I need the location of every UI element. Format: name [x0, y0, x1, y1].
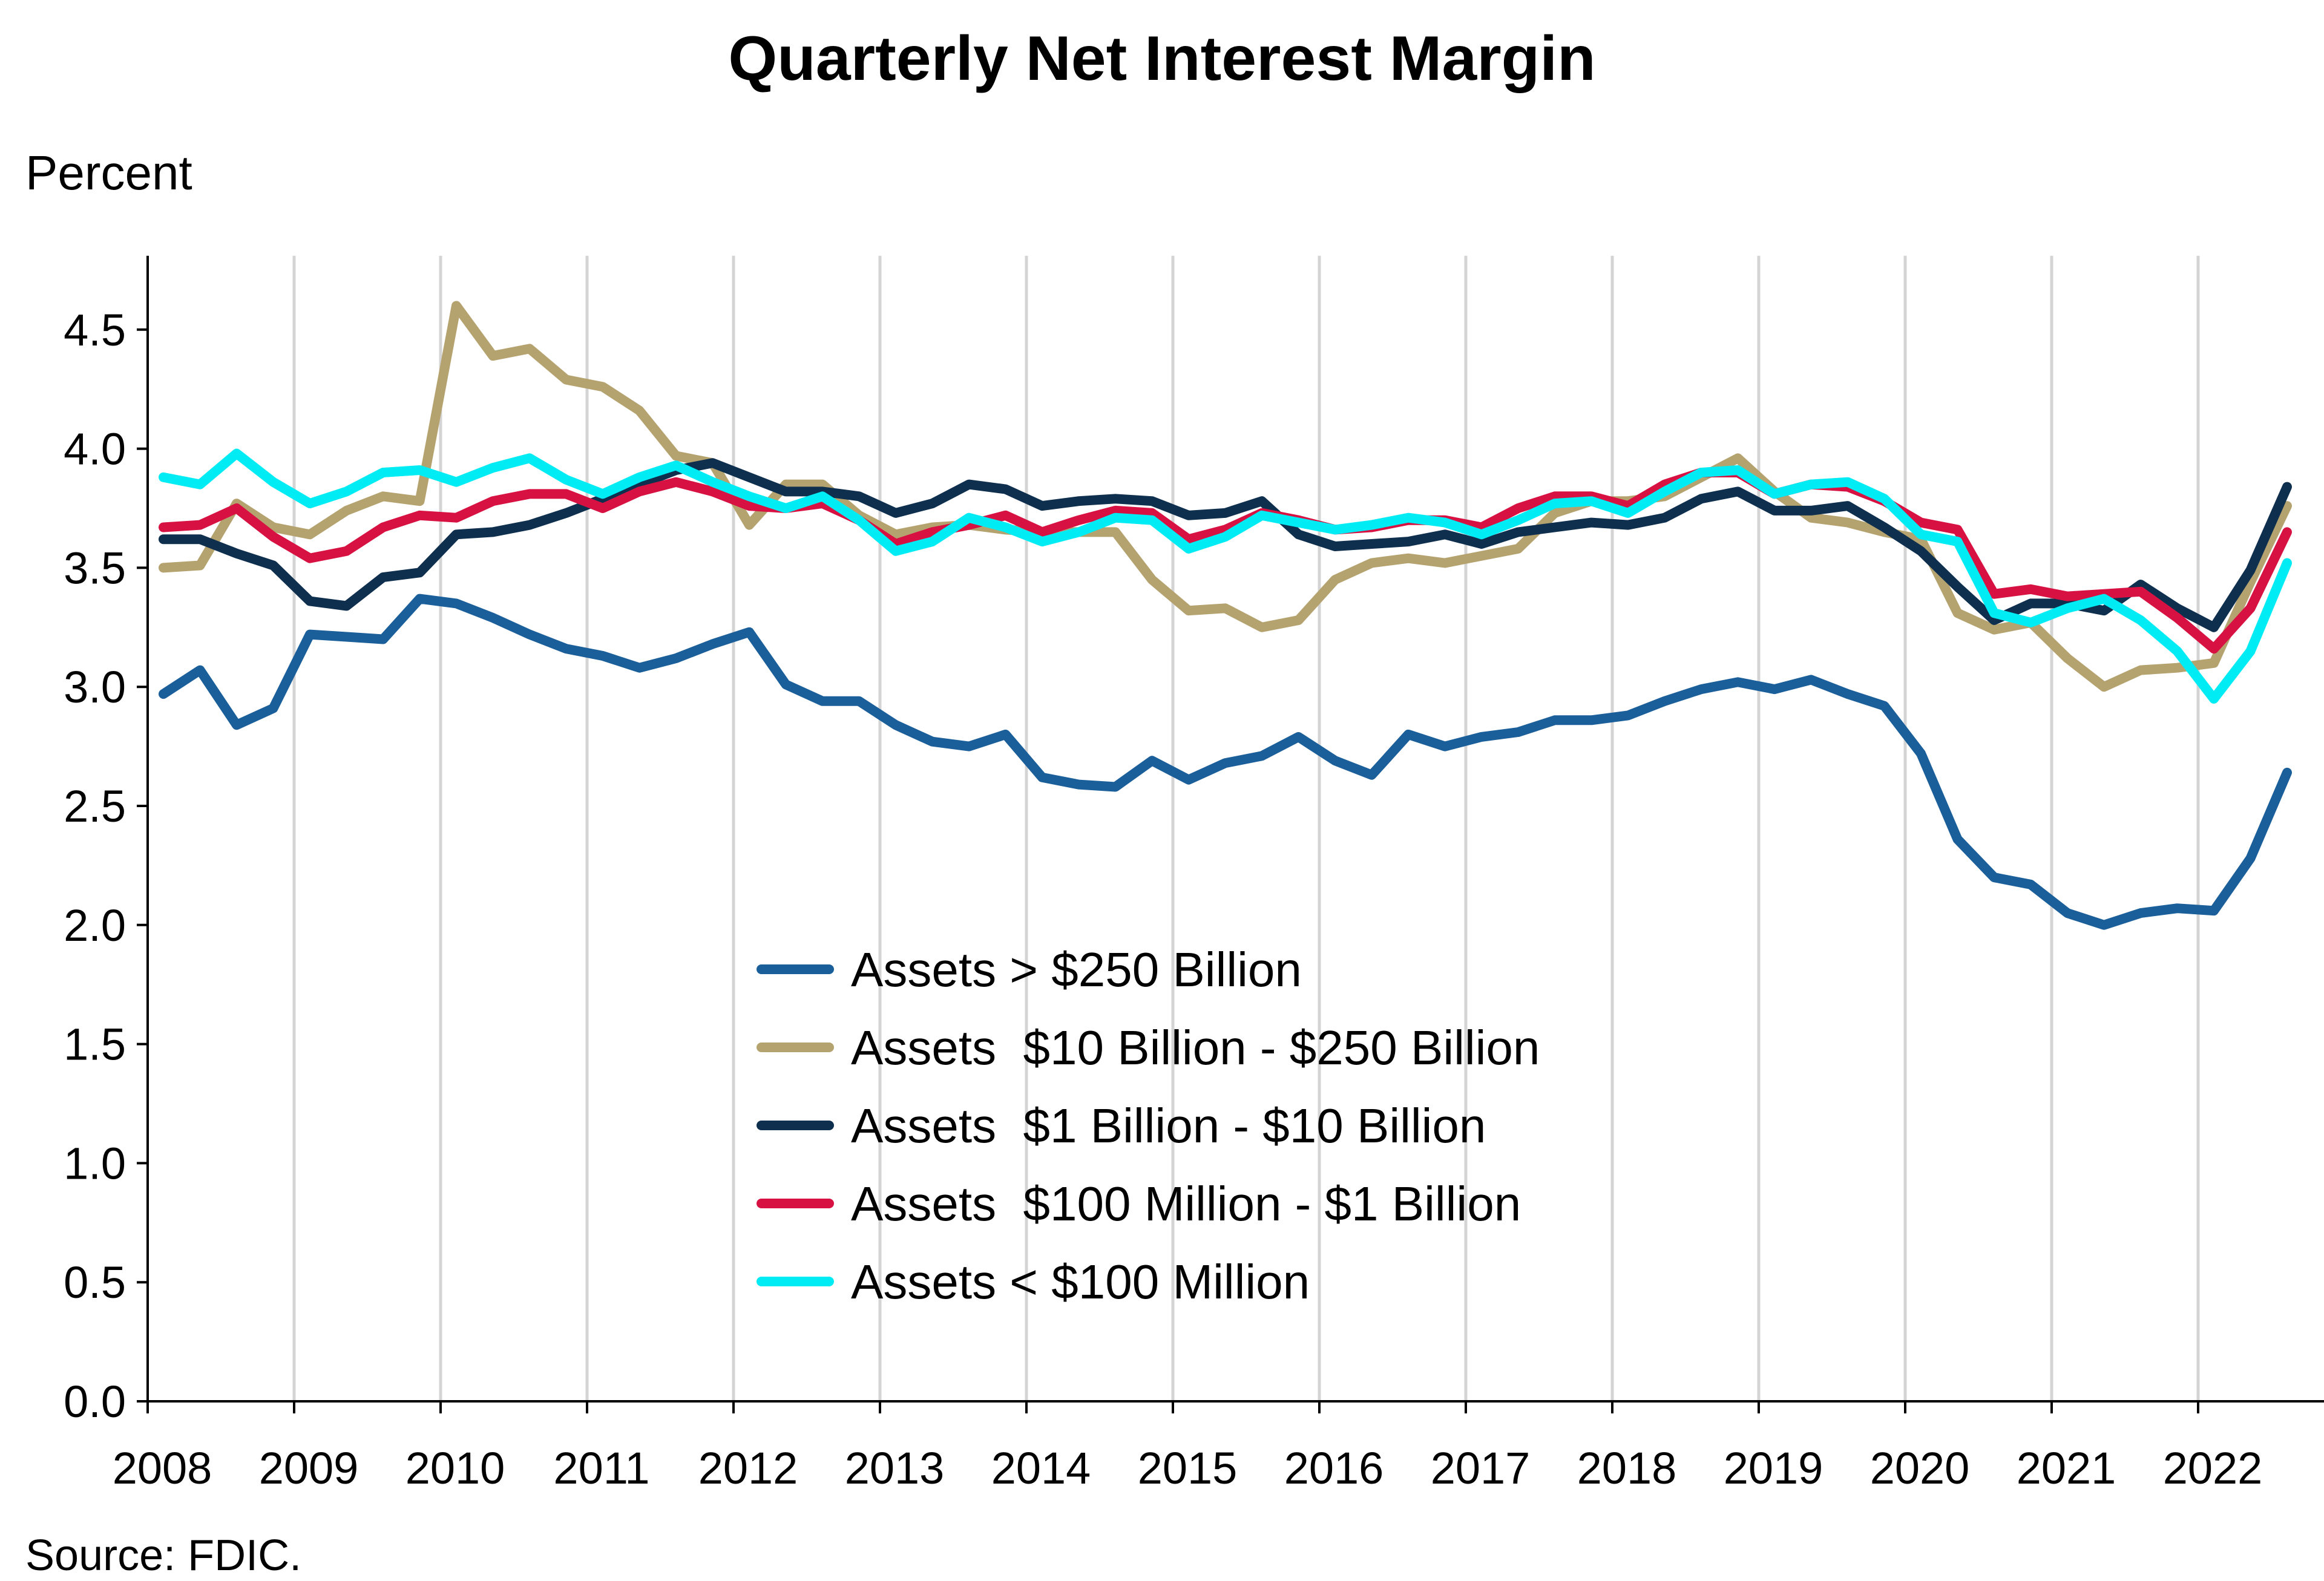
x-tick-label: 2010 [405, 1443, 505, 1493]
x-tick-label: 2016 [1284, 1443, 1384, 1493]
axes: 0.0 0.5 1.0 1.5 2.0 2.5 3.0 3.5 4.0 4.5 2008 2009 20… [64, 255, 2324, 1493]
x-tick-label: 2017 [1431, 1443, 1531, 1493]
series-line-2 [159, 301, 2292, 692]
x-tick-label: 2018 [1577, 1443, 1677, 1493]
series-line-4 [159, 468, 2292, 654]
x-tick-label: 2012 [698, 1443, 798, 1493]
x-tick-label: 2021 [2017, 1443, 2116, 1493]
series-line-1 [159, 594, 2292, 930]
x-tick-label: 2009 [259, 1443, 359, 1493]
gridlines [292, 255, 2200, 1401]
y-tick-label: 3.5 [64, 543, 126, 593]
legend-label: Assets $100 Million - $1 Billion [851, 1177, 1521, 1231]
legend-label: Assets $10 Billion - $250 Billion [851, 1021, 1540, 1075]
y-axis-label: Percent [25, 146, 192, 200]
series-lines [159, 301, 2292, 930]
legend-label: Assets < $100 Million [851, 1255, 1310, 1309]
x-tick-label: 2019 [1724, 1443, 1823, 1493]
x-tick-label: 2020 [1870, 1443, 1970, 1493]
legend: Assets > $250 Billion Assets $10 Billion … [757, 943, 1540, 1309]
y-tick-label: 4.0 [64, 424, 126, 474]
legend-label: Assets > $250 Billion [851, 943, 1302, 997]
x-tick-label: 2013 [845, 1443, 945, 1493]
x-tick-label: 2011 [553, 1443, 649, 1493]
x-tick-label: 2022 [2163, 1443, 2263, 1493]
source-note: Source: FDIC. [25, 1531, 302, 1580]
y-tick-label: 2.0 [64, 900, 126, 951]
x-tick-label: 2014 [991, 1443, 1091, 1493]
y-tick-label: 3.0 [64, 662, 126, 712]
series-line-3 [159, 458, 2292, 632]
x-tick-label: 2015 [1138, 1443, 1238, 1493]
y-tick-label: 1.0 [64, 1138, 126, 1188]
y-tick-label: 0.5 [64, 1257, 126, 1308]
y-tick-label: 2.5 [64, 781, 126, 831]
x-tick-label: 2008 [113, 1443, 212, 1493]
y-tick-label: 1.5 [64, 1020, 126, 1070]
y-tick-label: 4.5 [64, 305, 126, 355]
y-tick-label: 0.0 [64, 1376, 126, 1427]
series-line-5 [159, 448, 2292, 704]
legend-label: Assets $1 Billion - $10 Billion [851, 1099, 1486, 1153]
chart-title: Quarterly Net Interest Margin [728, 24, 1596, 94]
